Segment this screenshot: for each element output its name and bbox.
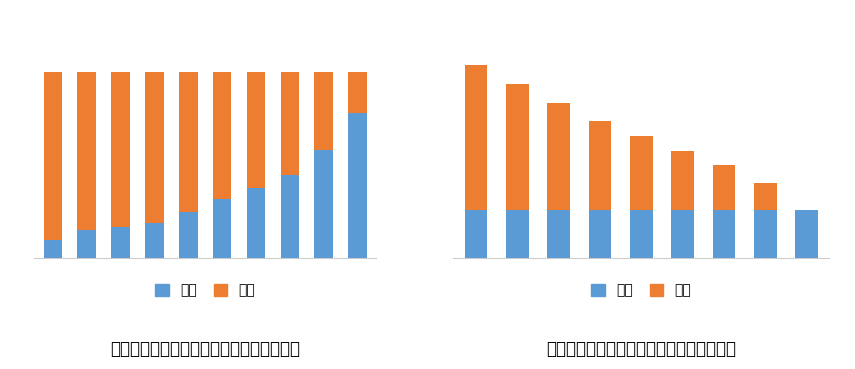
Bar [671, 151, 694, 210]
Bar [754, 210, 776, 258]
Bar [348, 72, 367, 113]
Bar [464, 210, 487, 258]
Bar [315, 150, 333, 258]
Bar [213, 72, 232, 199]
Bar [630, 136, 652, 210]
Legend: 元本, 利息: 元本, 利息 [150, 278, 261, 303]
Bar [506, 210, 528, 258]
Bar [547, 103, 570, 210]
Bar [145, 223, 163, 258]
Bar [671, 210, 694, 258]
Bar [506, 84, 528, 210]
Bar [588, 121, 611, 210]
Bar [630, 210, 652, 258]
Bar [111, 72, 130, 227]
Bar [77, 230, 96, 258]
Bar [315, 72, 333, 150]
Bar [77, 72, 96, 230]
Bar [754, 183, 776, 210]
Text: 図２　元利均等返済の返済内訳のイメージ: 図２ 元利均等返済の返済内訳のイメージ [110, 340, 300, 358]
Bar [464, 65, 487, 210]
Bar [179, 72, 198, 212]
Bar [712, 210, 735, 258]
Bar [44, 240, 62, 258]
Bar [348, 113, 367, 258]
Bar [247, 187, 265, 258]
Bar [280, 72, 299, 175]
Bar [547, 210, 570, 258]
Bar [588, 210, 611, 258]
Bar [280, 175, 299, 258]
Legend: 元本, 利息: 元本, 利息 [586, 278, 697, 303]
Bar [247, 72, 265, 187]
Bar [213, 199, 232, 258]
Bar [145, 72, 163, 223]
Bar [111, 227, 130, 258]
Text: 図３　元金均等返済の返済内訳のイメージ: 図３ 元金均等返済の返済内訳のイメージ [546, 340, 736, 358]
Bar [712, 165, 735, 210]
Bar [44, 72, 62, 240]
Bar [795, 210, 818, 258]
Bar [179, 212, 198, 258]
